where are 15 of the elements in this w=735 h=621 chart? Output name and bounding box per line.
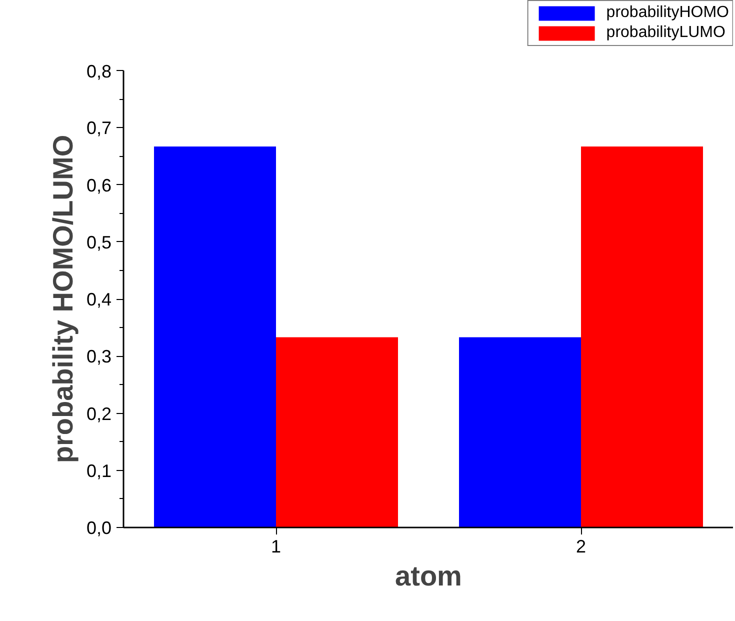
y-tick-label: 0,4 <box>86 290 112 310</box>
x-tick-label: 1 <box>270 536 282 556</box>
x-axis-title: atom <box>395 560 462 592</box>
y-axis-title: probability HOMO/LUMO <box>47 134 78 464</box>
y-tick-label: 0,1 <box>86 460 112 481</box>
x-tick-label: 2 <box>576 536 586 556</box>
y-tick-label: 0,6 <box>86 175 112 196</box>
y-tick-label: 0,7 <box>86 118 112 138</box>
y-tick-label: 0,3 <box>86 346 112 367</box>
y-tick-label: 0,2 <box>86 404 112 424</box>
legend-label: probabilityHOMO <box>606 4 729 22</box>
legend-label: probabilityLUMO <box>606 24 726 42</box>
y-tick-label: 0,5 <box>86 232 112 252</box>
y-tick-label: 0,8 <box>86 62 112 82</box>
y-tick-label: 0,0 <box>86 518 112 538</box>
